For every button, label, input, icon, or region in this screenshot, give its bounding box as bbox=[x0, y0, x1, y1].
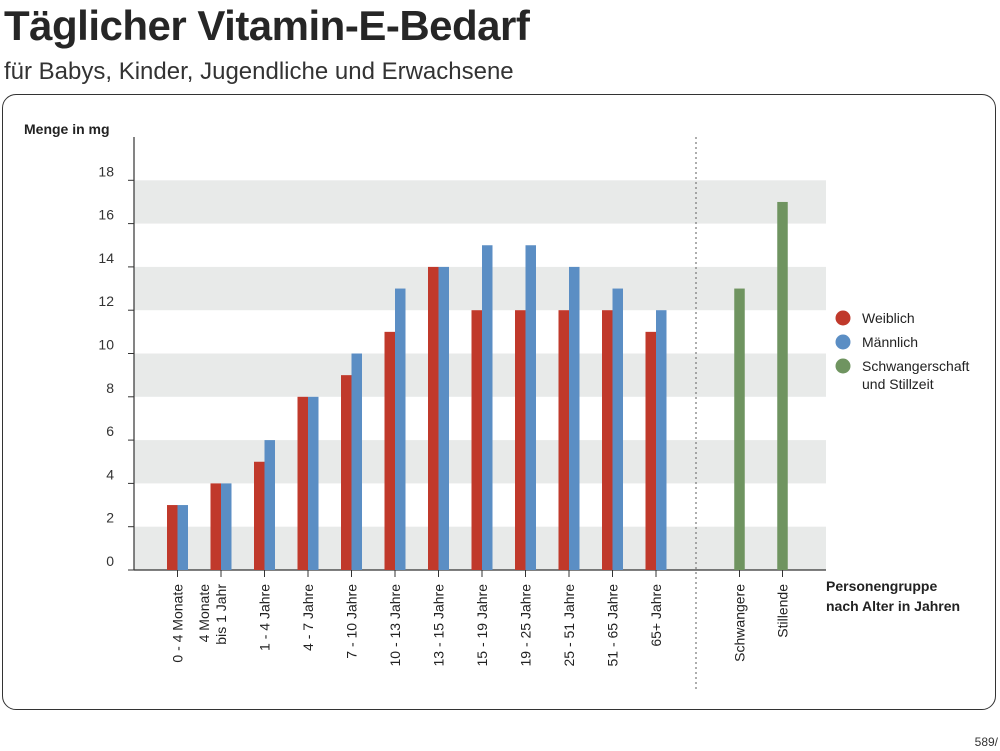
x-tick-label: 1 - 4 Jahre bbox=[257, 584, 273, 651]
x-axis-title: nach Alter in Jahren bbox=[826, 598, 960, 614]
grid-band bbox=[134, 266, 826, 311]
bar-maennlich bbox=[612, 288, 623, 570]
bar-maennlich bbox=[264, 440, 275, 570]
legend-label: Männlich bbox=[862, 334, 918, 350]
x-axis-title: Personengruppe bbox=[826, 578, 937, 594]
legend-marker bbox=[835, 334, 851, 350]
x-tick-label: 25 - 51 Jahre bbox=[561, 584, 577, 667]
x-tick-label: Stillende bbox=[775, 584, 791, 638]
bar-maennlich bbox=[482, 245, 493, 570]
bar-weiblich bbox=[558, 310, 569, 570]
x-tick-label: 15 - 19 Jahre bbox=[474, 584, 490, 667]
y-tick-label: 12 bbox=[98, 293, 114, 309]
bar-weiblich bbox=[254, 461, 265, 570]
x-tick-label: 65+ Jahre bbox=[648, 584, 664, 647]
y-tick-label: 18 bbox=[98, 163, 114, 179]
x-tick-label: bis 1 Jahr bbox=[213, 584, 229, 645]
chart-title: Täglicher Vitamin-E-Bedarf bbox=[4, 2, 530, 49]
grid-band bbox=[134, 180, 826, 224]
y-tick-label: 10 bbox=[98, 337, 114, 353]
y-tick-label: 8 bbox=[106, 380, 114, 396]
y-axis-title: Menge in mg bbox=[24, 121, 110, 137]
legend-marker bbox=[835, 310, 851, 326]
bar-schwangerschaft bbox=[777, 201, 788, 570]
bar-weiblich bbox=[515, 310, 526, 570]
legend-label: und Stillzeit bbox=[862, 376, 934, 392]
y-tick-label: 14 bbox=[98, 250, 114, 266]
y-tick-label: 6 bbox=[106, 423, 114, 439]
bar-weiblich bbox=[602, 310, 613, 570]
x-tick-label: 0 - 4 Monate bbox=[170, 584, 186, 663]
y-tick-label: 0 bbox=[106, 553, 114, 569]
bar-maennlich bbox=[525, 245, 536, 570]
bar-weiblich bbox=[341, 375, 352, 570]
bar-maennlich bbox=[177, 505, 188, 570]
bar-weiblich bbox=[645, 331, 656, 570]
bar-weiblich bbox=[210, 483, 221, 570]
y-tick-label: 2 bbox=[106, 510, 114, 526]
legend-label: Weiblich bbox=[862, 310, 915, 326]
x-tick-label: 51 - 65 Jahre bbox=[605, 584, 621, 667]
x-tick-label: 10 - 13 Jahre bbox=[387, 584, 403, 667]
bar-schwangerschaft bbox=[734, 288, 745, 570]
bar-maennlich bbox=[221, 483, 232, 570]
legend-label: Schwangerschaft bbox=[862, 358, 970, 374]
bar-maennlich bbox=[569, 266, 580, 570]
bar-weiblich bbox=[471, 310, 482, 570]
x-tick-label: 7 - 10 Jahre bbox=[344, 584, 360, 659]
x-tick-label: Schwangere bbox=[732, 584, 748, 662]
legend-marker bbox=[835, 358, 851, 374]
y-tick-label: 16 bbox=[98, 207, 114, 223]
bar-maennlich bbox=[351, 353, 362, 570]
x-tick-label: 19 - 25 Jahre bbox=[518, 584, 534, 667]
bar-maennlich bbox=[656, 310, 667, 570]
bar-maennlich bbox=[395, 288, 406, 570]
x-tick-label: 4 - 7 Jahre bbox=[300, 584, 316, 651]
bar-weiblich bbox=[167, 505, 178, 570]
y-tick-label: 4 bbox=[106, 466, 114, 482]
bar-weiblich bbox=[297, 396, 308, 570]
bar-maennlich bbox=[308, 396, 319, 570]
x-tick-label: 13 - 15 Jahre bbox=[431, 584, 447, 667]
bar-weiblich bbox=[428, 266, 439, 570]
chart-frame bbox=[2, 94, 996, 710]
bar-maennlich bbox=[438, 266, 449, 570]
bar-weiblich bbox=[384, 331, 395, 570]
footer-code: 589/ bbox=[974, 735, 998, 749]
chart-subtitle: für Babys, Kinder, Jugendliche und Erwac… bbox=[4, 58, 514, 85]
x-tick-label: 4 Monate bbox=[196, 584, 212, 643]
